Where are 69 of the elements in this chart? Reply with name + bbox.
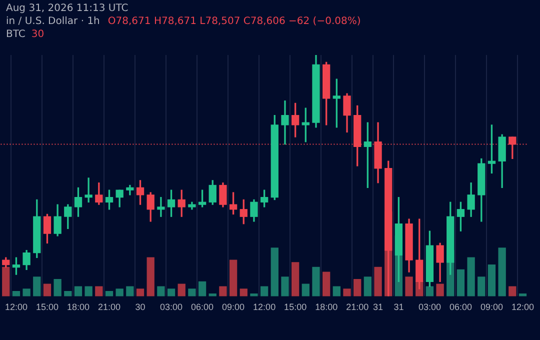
bar [12,291,20,296]
bar [260,286,268,296]
bar [22,288,30,296]
x-tick-label: 18:00 [66,302,90,312]
bar [478,276,486,296]
bar [467,257,475,296]
bar [354,278,362,296]
bar [488,264,496,296]
x-tick-label: 15:00 [284,302,307,312]
bar [126,286,134,296]
bar [105,291,114,296]
x-tick-label: 06:00 [191,302,214,312]
candlestick [157,196,165,217]
bar [84,286,92,296]
bar [136,288,144,296]
bar [498,248,506,296]
text: BTC [6,29,26,40]
bar [54,278,62,296]
bar [322,272,330,296]
text: 30 [31,29,44,40]
x-tick-label: 03:00 [160,302,183,312]
x-tick-label: 31 [373,302,384,312]
bar [426,286,434,296]
bar [157,286,165,296]
bar [374,266,382,296]
bar [281,276,289,296]
bar [364,276,372,296]
x-tick-label: 18:00 [315,302,338,312]
x-tick-label: 15:00 [36,302,58,312]
x-tick-label: 30 [135,302,146,312]
x-tick-label: 21:00 [346,302,369,312]
bar [167,288,176,296]
bar [332,286,341,296]
bar [178,284,186,296]
bar [198,281,206,296]
bar [312,266,320,296]
x-tick-label: 21:00 [98,302,121,312]
bar [270,248,278,296]
bar [188,288,196,296]
bar [343,288,351,296]
x-tick-label: 12:00 [511,302,534,312]
text: Aug 31, 2026 11:13 UTC [5,2,130,15]
bar [33,276,41,296]
bar [95,286,103,296]
x-tick-label: 09:00 [222,302,245,312]
bar [229,260,238,296]
x-tick-label: 03:00 [418,302,441,312]
bar [250,293,258,296]
x-tick-label: 06:00 [449,302,472,312]
x-tick-label: 09:00 [480,302,503,312]
bar [405,276,413,296]
x-tick-label: 12:00 [253,302,276,312]
bar [291,262,300,296]
bar [219,286,227,296]
candlestick [281,100,289,145]
text: O78,671 H78,671 L78,507 C78,606 −62 (−0.08%) [108,16,361,27]
chart-title: in / U.S. Dollar · 1h [6,16,100,27]
bar [240,288,248,296]
x-tick-label: 12:00 [4,302,28,312]
bar [302,284,310,296]
x-tick-label: 31 [394,302,404,312]
bar [43,284,52,296]
bar [146,257,154,296]
bar [436,284,444,296]
bar [64,291,72,296]
bar [74,286,82,296]
bar [456,269,465,296]
bar [116,288,124,296]
bar [508,286,516,296]
